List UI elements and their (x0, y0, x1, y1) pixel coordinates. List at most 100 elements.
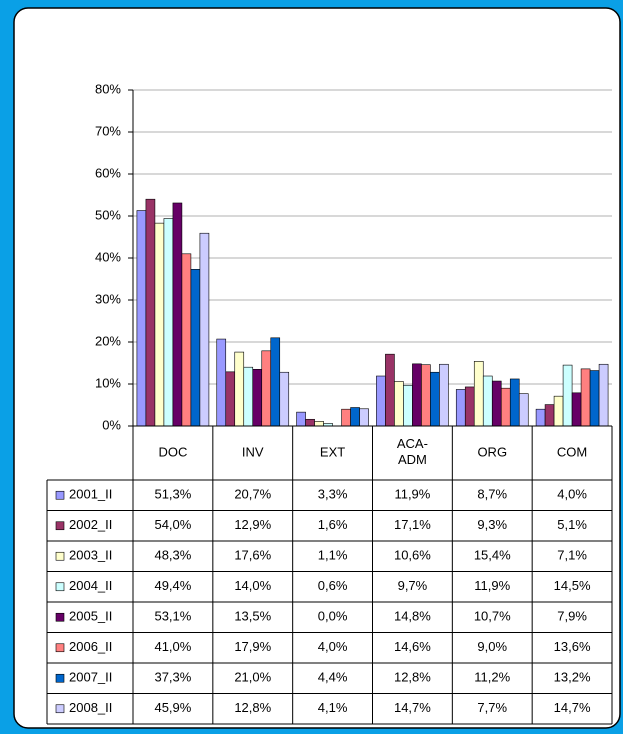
table-cell: 0,6% (318, 578, 348, 593)
x-tick-label: INV (242, 444, 264, 459)
x-tick-label: ORG (477, 444, 507, 459)
table-cell: 17,1% (394, 517, 431, 532)
y-tick-label: 70% (95, 123, 121, 138)
bar (145, 198, 156, 427)
panel (13, 7, 621, 729)
bar (359, 408, 369, 427)
bar (270, 337, 281, 427)
legend-label: 2006_II (69, 639, 112, 654)
y-tick-label: 10% (95, 375, 121, 390)
table-cell: 7,9% (557, 609, 587, 624)
bar (473, 361, 484, 427)
bar (190, 269, 201, 427)
table-cell: 14,0% (234, 578, 271, 593)
y-tick-label: 80% (95, 81, 121, 96)
table-cell: 12,9% (234, 517, 271, 532)
bar (136, 210, 147, 427)
table-cell: 41,0% (154, 639, 191, 654)
bar (439, 363, 449, 427)
bar (455, 389, 466, 427)
table-cell: 14,6% (394, 639, 431, 654)
table-cell: 51,3% (154, 487, 191, 502)
table-cell: 37,3% (154, 670, 191, 685)
bar (296, 411, 306, 427)
bar (403, 384, 413, 427)
bar (243, 366, 254, 427)
table-cell: 12,8% (394, 670, 431, 685)
bar (580, 368, 591, 427)
table-cell: 0,0% (318, 609, 348, 624)
table-cell: 12,8% (234, 700, 271, 715)
bar (252, 368, 263, 427)
legend-swatch (55, 612, 65, 622)
bar (421, 364, 431, 427)
table-cell: 7,1% (557, 548, 587, 563)
bar (279, 371, 290, 427)
bar (571, 392, 582, 427)
table-cell: 45,9% (154, 700, 191, 715)
table-cell: 15,4% (474, 548, 511, 563)
legend-label: 2003_II (69, 548, 112, 563)
table-cell: 10,7% (474, 609, 511, 624)
table-cell: 14,8% (394, 609, 431, 624)
y-tick-label: 20% (95, 333, 121, 348)
table-cell: 14,5% (554, 578, 591, 593)
table-cell: 17,9% (234, 639, 271, 654)
table-cell: 4,4% (318, 670, 348, 685)
bar (509, 378, 520, 427)
table-cell: 11,9% (474, 578, 510, 593)
table-cell: 4,0% (318, 639, 348, 654)
table-cell: 10,6% (394, 548, 431, 563)
legend-swatch (55, 673, 65, 683)
legend-swatch (55, 551, 65, 561)
table-cell: 5,1% (557, 517, 587, 532)
y-tick-label: 0% (102, 417, 121, 432)
table-cell: 49,4% (154, 578, 191, 593)
legend-swatch (55, 521, 65, 531)
table-cell: 21,0% (234, 670, 271, 685)
bar (535, 408, 546, 427)
bar (518, 393, 529, 427)
bar (394, 381, 404, 427)
x-tick-label: EXT (320, 444, 345, 459)
bar (350, 407, 360, 427)
table-cell: 14,7% (554, 700, 591, 715)
legend-label: 2001_II (69, 487, 112, 502)
y-tick-label: 40% (95, 249, 121, 264)
x-tick-label: DOC (158, 444, 187, 459)
bar (500, 387, 511, 427)
bar (562, 364, 573, 427)
bar (430, 371, 440, 427)
legend-swatch (55, 704, 65, 714)
table-cell: 9,0% (477, 639, 507, 654)
bar (553, 395, 564, 427)
legend-label: 2008_II (69, 700, 112, 715)
legend-label: 2004_II (69, 578, 112, 593)
table-cell: 11,2% (474, 670, 510, 685)
table-cell: 20,7% (234, 487, 271, 502)
bar (412, 363, 422, 427)
x-tick-label: ACA-ADM (397, 436, 428, 467)
bar (598, 363, 609, 427)
bar (482, 375, 493, 427)
table-cell: 7,7% (477, 700, 507, 715)
table-cell: 4,1% (318, 700, 348, 715)
bar (544, 404, 555, 427)
table-cell: 48,3% (154, 548, 191, 563)
bar (341, 408, 351, 427)
legend-swatch (55, 490, 65, 500)
legend-swatch (55, 582, 65, 592)
bar (163, 218, 174, 427)
table-cell: 9,7% (398, 578, 428, 593)
x-tick-label: COM (557, 444, 587, 459)
table-cell: 17,6% (234, 548, 271, 563)
bar (225, 371, 236, 427)
table-cell: 53,1% (154, 609, 191, 624)
table-cell: 1,6% (318, 517, 348, 532)
y-tick-label: 30% (95, 291, 121, 306)
bar (172, 202, 183, 427)
legend-label: 2002_II (69, 517, 112, 532)
table-cell: 4,0% (557, 487, 587, 502)
